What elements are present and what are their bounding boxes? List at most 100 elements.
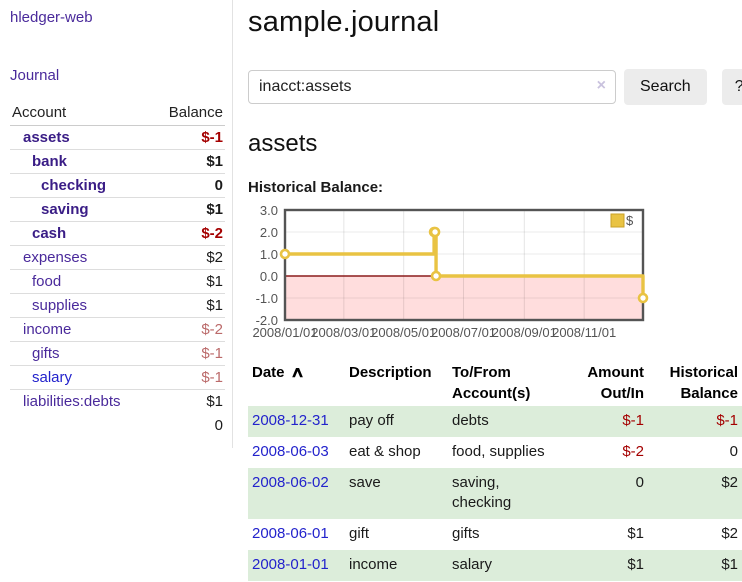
- account-row: gifts $-1: [10, 341, 225, 366]
- account-balance: $-1: [151, 365, 225, 390]
- account-row: supplies $1: [10, 293, 225, 318]
- sidebar-account-assets[interactable]: assets: [23, 129, 70, 146]
- transaction-date-link[interactable]: 2008-01-01: [252, 556, 329, 573]
- register-col-description: Description: [349, 364, 432, 381]
- transaction-balance: $2: [721, 474, 738, 491]
- account-balance: $1: [151, 269, 225, 294]
- main-content: sample.journal × Search ? assets Histori…: [248, 0, 742, 581]
- account-row: checking 0: [10, 173, 225, 198]
- chart-title: Historical Balance:: [248, 179, 384, 196]
- svg-text:-2.0: -2.0: [256, 313, 278, 328]
- transaction-description: gift: [349, 525, 370, 542]
- svg-text:2.0: 2.0: [260, 225, 278, 240]
- chart-canvas: 3.0 2.0 1.0 0.0 -1.0 -2.02008/01/012008/03/01…: [252, 203, 649, 340]
- transaction-balance: $1: [721, 556, 738, 573]
- transaction-amount: $1: [627, 556, 644, 573]
- accounts-total-row: 0: [10, 413, 225, 438]
- transaction-amount: $1: [627, 525, 644, 542]
- sidebar-account-salary[interactable]: salary: [32, 369, 73, 386]
- transaction-row: 2008-12-31 pay off debts $-1 $-1: [248, 406, 742, 437]
- account-row: expenses $2: [10, 245, 225, 270]
- accounts-table: Account Balance assets $-1 bank $1 checking 0…: [10, 101, 225, 438]
- transaction-row: 2008-06-03 eat & shop food, supplies $-2 0: [248, 437, 742, 468]
- sidebar-account-saving[interactable]: saving: [41, 201, 89, 218]
- account-balance: $1: [151, 197, 225, 222]
- accounts-header-balance: Balance: [151, 101, 225, 126]
- transaction-date-link[interactable]: 2008-06-03: [252, 443, 329, 460]
- accounts-header-account: Account: [10, 101, 152, 126]
- transaction-accounts: food, supplies: [452, 443, 545, 460]
- account-row: bank $1: [10, 149, 225, 174]
- transaction-accounts: salary: [452, 556, 493, 573]
- register-col-historical: Historical Balance: [669, 364, 738, 402]
- svg-text:2008/09/01: 2008/09/01: [492, 325, 557, 340]
- account-row: assets $-1: [10, 126, 225, 150]
- brand-link[interactable]: hledger-web: [10, 9, 93, 26]
- account-heading: assets: [248, 130, 318, 157]
- account-balance: $-2: [151, 221, 225, 246]
- svg-text:2008/03/01: 2008/03/01: [311, 325, 376, 340]
- account-balance: $-1: [151, 341, 225, 366]
- transaction-row: 2008-06-01 gift gifts $1 $2: [248, 519, 742, 550]
- svg-text:2008/01/01: 2008/01/01: [252, 325, 317, 340]
- sidebar-account-bank[interactable]: bank: [32, 153, 68, 170]
- account-balance: 0: [151, 173, 225, 198]
- transaction-description: save: [349, 474, 381, 491]
- account-balance: $1: [151, 149, 225, 174]
- transaction-date-link[interactable]: 2008-06-02: [252, 474, 329, 491]
- page-title: sample.journal: [248, 6, 440, 38]
- svg-text:2008/07/01: 2008/07/01: [431, 325, 496, 340]
- transaction-amount: 0: [635, 474, 644, 491]
- svg-text:3.0: 3.0: [260, 203, 278, 218]
- transaction-description: income: [349, 556, 398, 573]
- account-balance: $1: [151, 293, 225, 318]
- account-balance: $2: [151, 245, 225, 270]
- svg-text:2008/05/01: 2008/05/01: [371, 325, 436, 340]
- svg-text:$: $: [626, 213, 634, 228]
- clear-search-icon[interactable]: ×: [596, 77, 606, 94]
- account-row: salary $-1: [10, 365, 225, 390]
- search-box: ×: [248, 70, 616, 104]
- transaction-balance: 0: [729, 443, 738, 460]
- account-row: saving $1: [10, 197, 225, 222]
- sidebar-account-gifts[interactable]: gifts: [32, 345, 60, 362]
- account-balance: $-2: [151, 317, 225, 342]
- account-balance: $-1: [201, 129, 223, 146]
- help-button[interactable]: ?: [721, 69, 742, 105]
- sidebar-account-food[interactable]: food: [32, 273, 62, 290]
- sidebar-account-expenses[interactable]: expenses: [23, 249, 88, 266]
- svg-text:2008/11/01: 2008/11/01: [552, 325, 616, 340]
- transaction-date-link[interactable]: 2008-06-01: [252, 525, 329, 542]
- search-input[interactable]: [248, 70, 616, 104]
- transaction-description: eat & shop: [349, 443, 421, 460]
- search-button[interactable]: Search: [624, 69, 707, 105]
- accounts-total: 0: [214, 417, 223, 434]
- historical-balance-chart: 3.0 2.0 1.0 0.0 -1.0 -2.0 2008/01/01 2008/03/01…: [248, 199, 742, 347]
- sidebar-account-income[interactable]: income: [23, 321, 72, 338]
- transaction-accounts: gifts: [452, 525, 480, 542]
- account-row: liabilities:debts $1: [10, 389, 225, 413]
- register-col-tofrom: To/From Account(s): [452, 364, 531, 402]
- svg-text:1.0: 1.0: [260, 247, 278, 262]
- transaction-balance: $2: [721, 525, 738, 542]
- svg-text:0.0: 0.0: [260, 269, 278, 284]
- transaction-row: 2008-06-02 save saving, checking 0 $2: [248, 468, 742, 519]
- sidebar-account-cash[interactable]: cash: [32, 225, 67, 242]
- transaction-row: 2008-01-01 income salary $1 $1: [248, 550, 742, 581]
- sidebar: hledger-web Journal Account Balance asse…: [0, 0, 233, 448]
- search-form: × Search ?: [248, 69, 742, 105]
- transaction-balance: $-1: [716, 412, 738, 429]
- register-col-date[interactable]: Date ∧: [252, 364, 305, 381]
- register-table: Date ∧ Description To/From Account(s) Amount O…: [248, 360, 742, 581]
- sort-ascending-icon[interactable]: ∧: [289, 364, 305, 381]
- account-balance: $1: [151, 389, 225, 413]
- transaction-amount: $-1: [622, 412, 644, 429]
- sidebar-account-checking[interactable]: checking: [41, 177, 107, 194]
- sidebar-account-liabilities-debts[interactable]: liabilities:debts: [23, 393, 121, 410]
- sidebar-account-supplies[interactable]: supplies: [32, 297, 88, 314]
- sidebar-item-journal[interactable]: Journal: [10, 67, 60, 84]
- transaction-date-link[interactable]: 2008-12-31: [252, 412, 329, 429]
- svg-text:-1.0: -1.0: [256, 291, 278, 306]
- register-col-amount: Amount Out/In: [587, 364, 644, 402]
- transaction-accounts: debts: [452, 412, 489, 429]
